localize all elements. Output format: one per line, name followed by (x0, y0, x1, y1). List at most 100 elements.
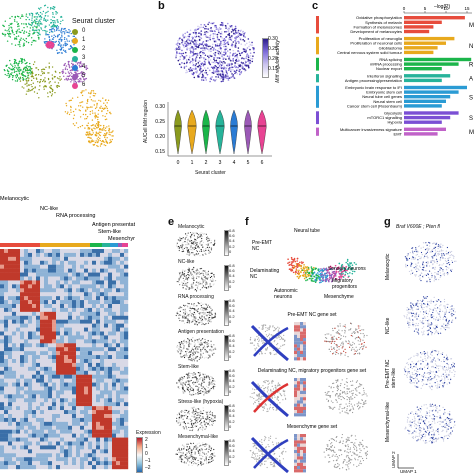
signature-tick: 0.8 (229, 403, 235, 408)
panel-b-umap (174, 21, 255, 83)
enrich-term: Embryonic brain response to IFI (345, 85, 402, 90)
signature-tick: 0.8 (229, 333, 235, 338)
signature-tick: 0 (229, 423, 232, 429)
enrich-term: Neural tube cell genes (362, 94, 402, 99)
trajectory-curve (253, 326, 289, 357)
legend-swatch (72, 64, 78, 71)
enrich-term: Nuclear export (376, 66, 403, 71)
enrich-group-swatch (316, 16, 319, 34)
enrich-group-label: M (469, 130, 474, 136)
enrich-term: Oxidative phosphorylation (356, 15, 402, 20)
legend-item: 1 (72, 36, 115, 45)
signature-tick: 0.6 (229, 373, 235, 379)
violin-shape (187, 109, 197, 155)
enrich-bar (404, 90, 459, 94)
panel-a-legend: Seurat cluster 0 1 2 3 4 5 6 (72, 18, 115, 90)
signature-umap (175, 302, 217, 326)
heatmap-cluster-bar (40, 243, 90, 247)
violin-ytick: 0.15 (155, 149, 165, 155)
enrich-group-label: A (469, 77, 473, 83)
enrich-bar (404, 85, 467, 90)
heatmap-cluster-bar (102, 243, 110, 247)
enrich-group-label: N (469, 44, 473, 50)
panel-g-row-label: Mesenchymal-like (385, 402, 391, 442)
gene-set-title: Pre-EMT NC gene set (287, 312, 337, 318)
enrich-group-swatch (316, 57, 319, 71)
enrich-term: RNA splicing (379, 57, 402, 62)
panel-b-colorbar-label: Mitf regulon activity (275, 40, 281, 83)
label-neural-tube: Neural tube (294, 228, 320, 234)
enrich-term: Multicancer invasiveness signature (340, 127, 403, 132)
violin-shape (215, 109, 225, 155)
enrich-tick: 5 (424, 6, 427, 11)
heatmap-cluster-bar (110, 243, 118, 247)
enrich-term: Hypoxia (388, 120, 403, 125)
signature-tick: 0 (229, 248, 232, 254)
enrich-term: Cancer stem cell (Rosenbaum) (347, 103, 403, 108)
legend-swatch (72, 37, 78, 44)
label-delaminating: Delaminating (250, 268, 279, 274)
signature-label: RNA processing (178, 294, 214, 300)
signature-label: NC-like (178, 259, 195, 265)
signature-tick: 0.2 (229, 243, 235, 249)
label-pre-emt: Pre-EMT (252, 240, 272, 246)
enrich-bar (404, 50, 434, 55)
panel-label-g: g (384, 216, 391, 228)
enrich-bar (404, 132, 438, 136)
label-migratory: progenitors (332, 284, 358, 290)
enrich-axis-title: –log(P) (434, 4, 450, 10)
enrich-term: Synthesis of melanin (365, 20, 402, 25)
enrich-bar (404, 120, 442, 124)
heatmap-colorbar-tick: –1 (145, 458, 151, 464)
signature-label: Stress-like (hypoxia) (178, 399, 224, 405)
violin-shape (202, 109, 210, 155)
legend-item: 6 (72, 81, 115, 90)
enrich-term: EMT (394, 131, 403, 136)
panel-b-colorbar-ticks: 0.30 0.25 0.20 0.15 (268, 36, 278, 76)
heatmap-colorbar-tick: 0 (145, 451, 148, 457)
signature-tick: 0.4 (229, 273, 235, 279)
signature-umap (176, 406, 216, 432)
signature-tick: 0.6 (229, 233, 235, 239)
enrich-bar (404, 25, 434, 29)
signature-item: NC-like 0.8 0.6 0.4 0.2 0 (172, 259, 242, 293)
signature-umap (176, 266, 217, 292)
panel-label-e: e (168, 216, 175, 228)
signature-tick: 0.4 (229, 413, 235, 419)
enrich-group-label: R (469, 63, 474, 69)
violin-xlabel: Seurat cluster (195, 170, 226, 176)
signature-item: Melanocytic 0.8 0.6 0.4 0.2 0 (172, 224, 242, 258)
enrich-bar (404, 46, 438, 50)
heatmap-colorbar (136, 437, 143, 473)
enrich-group-label: M (469, 23, 474, 29)
panel-b-violin: 0.30 0.25 0.20 0.15 0 1 2 3 4 5 6 (155, 102, 272, 166)
signature-umap (176, 372, 216, 396)
signature-tick: 0.6 (229, 408, 235, 414)
enrich-term: Formation of melanosomes (354, 24, 402, 29)
trajectory-curve (253, 438, 289, 469)
colorbar-tick: 0.25 (268, 46, 278, 52)
enrich-term: Antigen processing/presentation (345, 78, 402, 83)
violin-ytick: 0.30 (155, 104, 165, 110)
signature-tick: 0.4 (229, 378, 235, 384)
label-migratory: Migratory (332, 278, 353, 284)
signature-umap (176, 337, 217, 362)
heatmap-header-label: Stem-like (98, 229, 121, 235)
signature-colorbar (224, 335, 229, 361)
signature-tick: 0.8 (229, 438, 235, 443)
legend-swatch (72, 55, 78, 62)
signature-item: RNA processing 0.8 0.6 0.4 0.2 0 (172, 294, 242, 328)
panel-g-axis-x: UMAP 1 (400, 469, 417, 474)
signature-item: Mesenchymal-like 0.8 0.6 0.4 0.2 0 (172, 434, 242, 468)
enrich-group-swatch (316, 74, 319, 83)
legend-item: 4 (72, 63, 115, 72)
panel-g-row-label: NC-like (385, 317, 391, 334)
signature-colorbar (224, 370, 229, 396)
enrich-bar (404, 99, 446, 103)
panel-g-title: Braf V600E ; Pten fl (396, 224, 440, 230)
signature-umap (175, 231, 216, 257)
legend-item: 0 (72, 27, 115, 36)
signature-colorbar (224, 300, 229, 326)
signature-tick: 0.6 (229, 338, 235, 344)
